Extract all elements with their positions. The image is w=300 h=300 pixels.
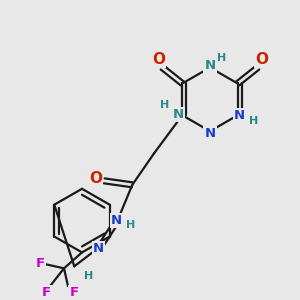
Text: N: N bbox=[204, 59, 216, 72]
Text: F: F bbox=[41, 286, 51, 299]
Text: N: N bbox=[93, 242, 104, 255]
Text: N: N bbox=[204, 127, 216, 140]
Text: F: F bbox=[69, 286, 79, 299]
Text: H: H bbox=[84, 271, 93, 281]
Text: H: H bbox=[160, 100, 169, 110]
Text: N: N bbox=[173, 108, 184, 121]
Text: H: H bbox=[218, 52, 226, 63]
Text: N: N bbox=[111, 214, 122, 227]
Text: O: O bbox=[152, 52, 165, 67]
Text: F: F bbox=[35, 257, 45, 270]
Text: O: O bbox=[89, 171, 102, 186]
Text: N: N bbox=[234, 109, 245, 122]
Text: H: H bbox=[126, 220, 135, 230]
Text: H: H bbox=[249, 116, 258, 126]
Text: O: O bbox=[255, 52, 268, 67]
